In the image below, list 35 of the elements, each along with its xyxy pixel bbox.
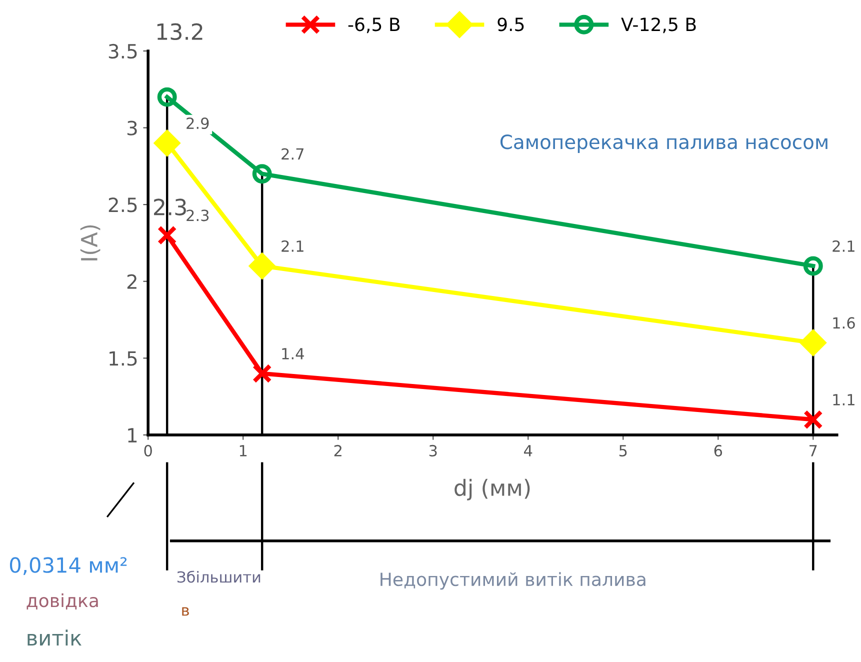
data-label: 1.1	[833, 394, 854, 406]
annotation: Самоперекачка палива насосом	[500, 134, 828, 153]
y-tick-label: 1	[128, 428, 137, 442]
x-tick-label: 4	[524, 445, 532, 456]
data-label: 2.1	[832, 240, 854, 252]
y-tick-label: 3.5	[108, 44, 137, 59]
y-tick-label: 3	[127, 120, 137, 136]
x-tick-label: 7	[810, 445, 817, 456]
data-label: 2.3	[186, 210, 209, 222]
x-tick-label: 6	[714, 444, 722, 456]
legend-label: V-12,5 В	[621, 18, 696, 34]
data-label: 1.4	[282, 348, 304, 360]
y-tick-label: 1.5	[110, 351, 137, 366]
legend-label: 9.5	[498, 18, 524, 32]
x-tick-label: 5	[619, 445, 627, 456]
data-label: 1.6	[833, 317, 855, 329]
x-tick-label: 3	[429, 444, 437, 456]
legend-label: -6,5 В	[348, 18, 400, 34]
x-tick-label: 1	[240, 445, 247, 456]
text: Збільшити	[178, 570, 260, 583]
text: витік	[28, 630, 82, 646]
data-label: 2.7	[282, 148, 304, 160]
x-axis-title: dj (мм)	[454, 478, 530, 500]
text: 13.2	[157, 23, 202, 40]
data-label: 2.9	[186, 117, 209, 130]
y-tick-label: 2.5	[108, 198, 137, 212]
text: 0,0314 мм²	[10, 557, 127, 576]
y-tick-label: 2	[127, 274, 136, 289]
data-label: 2.1	[282, 240, 304, 252]
text: в	[182, 607, 189, 616]
y-axis-title: I(A)	[80, 225, 100, 260]
text: Недопустимий витік палива	[380, 572, 646, 590]
x-tick-label: 0	[144, 444, 152, 456]
text: довідка	[26, 593, 98, 610]
x-tick-label: 2	[334, 444, 342, 456]
